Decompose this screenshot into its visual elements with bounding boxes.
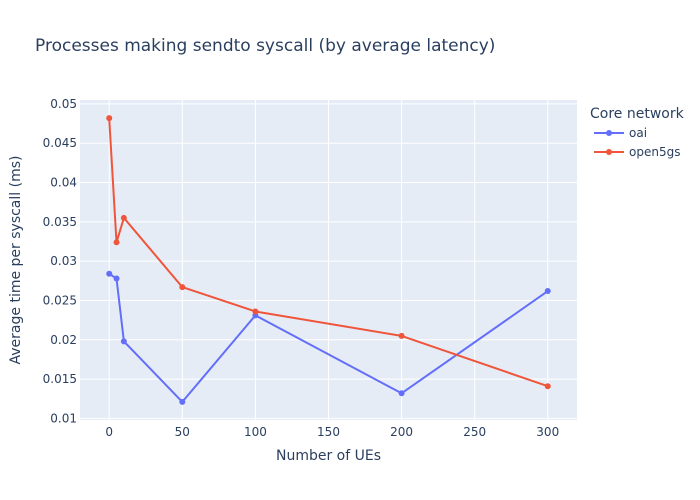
x-tick-label: 100 — [244, 425, 267, 439]
data-point-open5gs[interactable] — [398, 332, 405, 339]
y-tick-label: 0.02 — [50, 333, 77, 347]
legend-title: Core network — [590, 106, 685, 122]
y-tick-label: 0.05 — [50, 97, 77, 111]
y-tick-label: 0.025 — [43, 293, 77, 307]
data-point-oai[interactable] — [544, 288, 551, 295]
data-point-oai[interactable] — [398, 390, 405, 397]
legend-label-open5gs: open5gs — [629, 145, 680, 159]
data-point-oai[interactable] — [113, 275, 120, 282]
data-point-open5gs[interactable] — [120, 214, 127, 221]
x-tick-label: 50 — [175, 425, 190, 439]
chart-title: Processes making sendto syscall (by aver… — [35, 36, 495, 56]
y-tick-labels: 0.01 0.015 0.02 0.025 0.03 0.035 0.04 0.045 0.05 — [43, 97, 77, 425]
legend-label-oai: oai — [629, 126, 647, 140]
x-tick-label: 0 — [105, 425, 113, 439]
legend[interactable]: Core network oai open5gs — [590, 106, 685, 159]
x-tick-label: 300 — [536, 425, 559, 439]
y-tick-label: 0.015 — [43, 372, 77, 386]
legend-marker-open5gs — [606, 149, 612, 155]
y-axis-title: Average time per syscall (ms) — [8, 156, 24, 365]
y-tick-label: 0.03 — [50, 254, 77, 268]
legend-item-oai[interactable]: oai — [594, 126, 647, 140]
grid — [80, 100, 577, 420]
y-tick-label: 0.045 — [43, 136, 77, 150]
y-tick-label: 0.04 — [50, 176, 77, 190]
x-axis-title: Number of UEs — [276, 448, 381, 464]
series-layer — [106, 115, 551, 405]
x-tick-label: 150 — [317, 425, 340, 439]
x-tick-labels: 0 50 100 150 200 250 300 — [105, 425, 559, 439]
data-point-open5gs[interactable] — [113, 239, 120, 246]
x-tick-label: 200 — [390, 425, 413, 439]
x-tick-label: 250 — [463, 425, 486, 439]
data-point-open5gs[interactable] — [179, 284, 186, 291]
legend-marker-oai — [606, 130, 612, 136]
data-point-oai[interactable] — [120, 338, 127, 345]
legend-item-open5gs[interactable]: open5gs — [594, 145, 680, 159]
data-point-open5gs[interactable] — [544, 383, 551, 390]
data-point-open5gs[interactable] — [252, 308, 259, 315]
data-point-open5gs[interactable] — [106, 115, 113, 122]
data-point-oai[interactable] — [179, 398, 186, 405]
data-point-oai[interactable] — [106, 270, 113, 277]
y-tick-label: 0.035 — [43, 215, 77, 229]
y-tick-label: 0.01 — [50, 411, 77, 425]
